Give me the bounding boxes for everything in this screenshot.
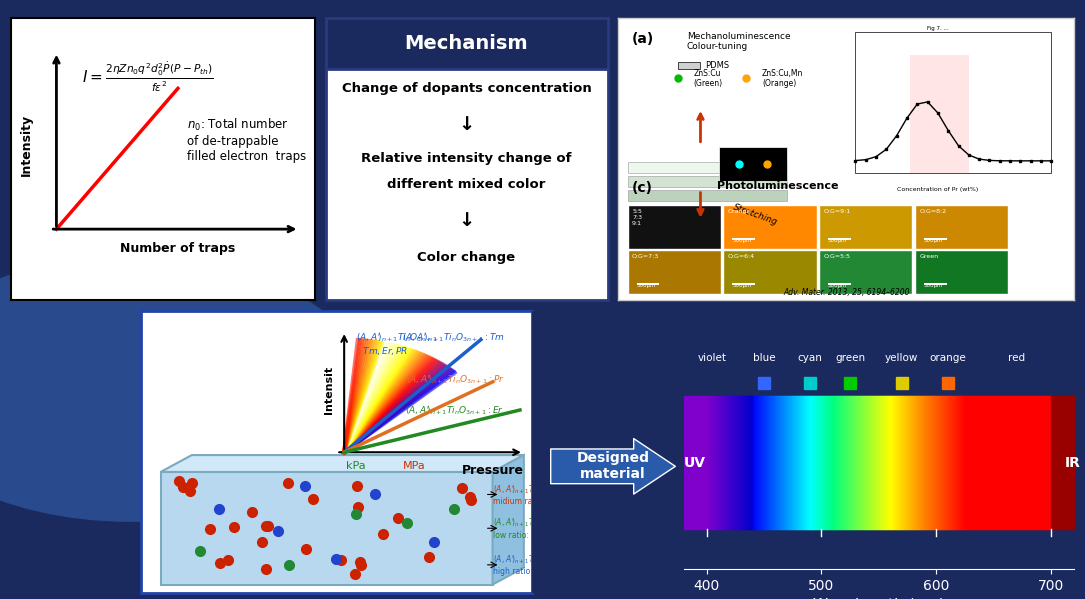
Text: blue: blue [753, 353, 776, 363]
Text: (a): (a) [633, 32, 654, 46]
Text: 300μm: 300μm [732, 283, 752, 288]
Polygon shape [161, 455, 524, 472]
Text: Number of traps: Number of traps [120, 243, 235, 255]
Bar [828, 283, 851, 285]
FancyBboxPatch shape [161, 472, 493, 585]
X-axis label: Wavelength (nm): Wavelength (nm) [813, 598, 945, 599]
Text: cyan: cyan [797, 353, 822, 363]
Text: UV: UV [684, 456, 706, 470]
Text: O:G=9:1: O:G=9:1 [824, 210, 851, 214]
Text: IR: IR [1065, 456, 1081, 470]
Circle shape [0, 258, 369, 521]
Text: 300μm: 300μm [828, 283, 847, 288]
Text: O:G=7:3: O:G=7:3 [633, 255, 660, 259]
Text: orange: orange [930, 353, 966, 363]
Bar [915, 250, 1008, 294]
Text: Change of dopants concentration: Change of dopants concentration [342, 82, 591, 95]
Text: ZnS:Cu
(Green): ZnS:Cu (Green) [693, 69, 723, 88]
Bar [724, 205, 817, 249]
Text: $(A,A'\!)_{n+1}Ti_nO_{3n+1}:Tm$: $(A,A'\!)_{n+1}Ti_nO_{3n+1}:Tm$ [401, 331, 505, 344]
Text: Relative intensity change of: Relative intensity change of [361, 152, 572, 165]
Text: ↓: ↓ [458, 116, 475, 134]
Bar [637, 283, 660, 285]
FancyBboxPatch shape [627, 176, 787, 187]
Bar [915, 205, 1008, 249]
Text: $I = \frac{2\eta Z n_0 q^2 d_0^2 \dot{P}(P - P_{th})}{f\varepsilon^2}$: $I = \frac{2\eta Z n_0 q^2 d_0^2 \dot{P}… [81, 60, 214, 94]
Text: kPa: kPa [346, 461, 366, 471]
Text: different mixed color: different mixed color [387, 177, 546, 190]
Text: Orange: Orange [728, 210, 751, 214]
Bar [910, 55, 969, 173]
Text: 300μm: 300μm [637, 283, 656, 288]
Text: Intensity: Intensity [20, 114, 33, 176]
Text: O:G=8:2: O:G=8:2 [919, 210, 946, 214]
Text: (c): (c) [633, 181, 653, 195]
Text: $(A,A'\!)_{n+1}Ti_nO_{3n+1}:Er$ (517 nm)
low ratio: 10 %: $(A,A'\!)_{n+1}Ti_nO_{3n+1}:Er$ (517 nm)… [493, 517, 614, 540]
Text: $n_0$: Total number
of de-trappable
filled electron  traps: $n_0$: Total number of de-trappable fill… [187, 116, 306, 162]
Text: Intensit: Intensit [323, 366, 333, 415]
FancyBboxPatch shape [326, 69, 608, 300]
Text: Green: Green [919, 255, 939, 259]
Text: 300μm: 300μm [828, 238, 847, 243]
Bar [718, 147, 787, 181]
FancyBboxPatch shape [627, 162, 787, 173]
Text: 300μm: 300μm [732, 238, 752, 243]
Bar [855, 32, 1051, 173]
Bar [724, 250, 817, 294]
Bar [627, 250, 722, 294]
Text: $(A,A'\!)_{n+1}Ti_nO_{3n+1}:Tm$ (425 nm)
high ratio: 60 %: $(A,A'\!)_{n+1}Ti_nO_{3n+1}:Tm$ (425 nm)… [493, 553, 617, 576]
Text: yellow: yellow [885, 353, 919, 363]
Text: violet: violet [698, 353, 727, 363]
Text: red: red [1008, 353, 1025, 363]
Text: 5:5
7:3
9:1: 5:5 7:3 9:1 [633, 210, 642, 226]
Text: $(A,A'\!)_{n+1}Ti_nO_{3n+1}$
$:Tm,Er,PR$: $(A,A'\!)_{n+1}Ti_nO_{3n+1}$ $:Tm,Er,PR$ [356, 331, 437, 358]
Text: 300μm: 300μm [923, 238, 943, 243]
Bar [923, 238, 946, 240]
Text: O:G=5:5: O:G=5:5 [824, 255, 851, 259]
Polygon shape [493, 455, 524, 585]
Text: ↓: ↓ [458, 211, 475, 230]
Bar [678, 62, 701, 69]
Bar [732, 238, 755, 240]
Bar [923, 283, 946, 285]
Text: Designed
material: Designed material [576, 451, 650, 482]
Text: Pressure: Pressure [461, 464, 524, 477]
Text: O:G=6:4: O:G=6:4 [728, 255, 755, 259]
Text: $(A,A'\!)_{n+1}Ti_nO_{3n+1}:Pr$ (587 nm)
midium ratio: 30 %: $(A,A'\!)_{n+1}Ti_nO_{3n+1}:Pr$ (587 nm)… [493, 483, 613, 506]
Text: Color change: Color change [418, 251, 515, 264]
Text: Photoluminescence: Photoluminescence [717, 181, 839, 191]
Text: 300μm: 300μm [923, 283, 943, 288]
Bar [828, 238, 851, 240]
FancyBboxPatch shape [627, 190, 787, 201]
FancyArrowPatch shape [551, 438, 675, 494]
Text: $(A,A'\!)_{n+1}Ti_nO_{3n+1}:Pr$: $(A,A'\!)_{n+1}Ti_nO_{3n+1}:Pr$ [406, 373, 505, 386]
Text: MPa: MPa [404, 461, 425, 471]
FancyBboxPatch shape [326, 18, 608, 69]
Text: ZnS:Cu,Mn
(Orange): ZnS:Cu,Mn (Orange) [762, 69, 803, 88]
Text: Mechanoluminescence
Colour-tuning: Mechanoluminescence Colour-tuning [687, 32, 791, 52]
Bar [732, 283, 755, 285]
Text: Concentration of Pr (wt%): Concentration of Pr (wt%) [897, 187, 978, 192]
Bar [819, 250, 912, 294]
Text: Adv. Mater. 2013, 25, 6194–6200: Adv. Mater. 2013, 25, 6194–6200 [783, 288, 909, 297]
Text: Fig 7. ...: Fig 7. ... [927, 26, 948, 31]
Text: $(A,A'\!)_{n+1}Ti_nO_{3n+1}:Er$: $(A,A'\!)_{n+1}Ti_nO_{3n+1}:Er$ [406, 404, 505, 417]
Text: PDMS: PDMS [705, 60, 729, 69]
Text: Stretching: Stretching [732, 203, 779, 227]
Text: Mechanism: Mechanism [405, 34, 528, 53]
Bar [819, 205, 912, 249]
Text: green: green [835, 353, 865, 363]
Bar [627, 205, 722, 249]
